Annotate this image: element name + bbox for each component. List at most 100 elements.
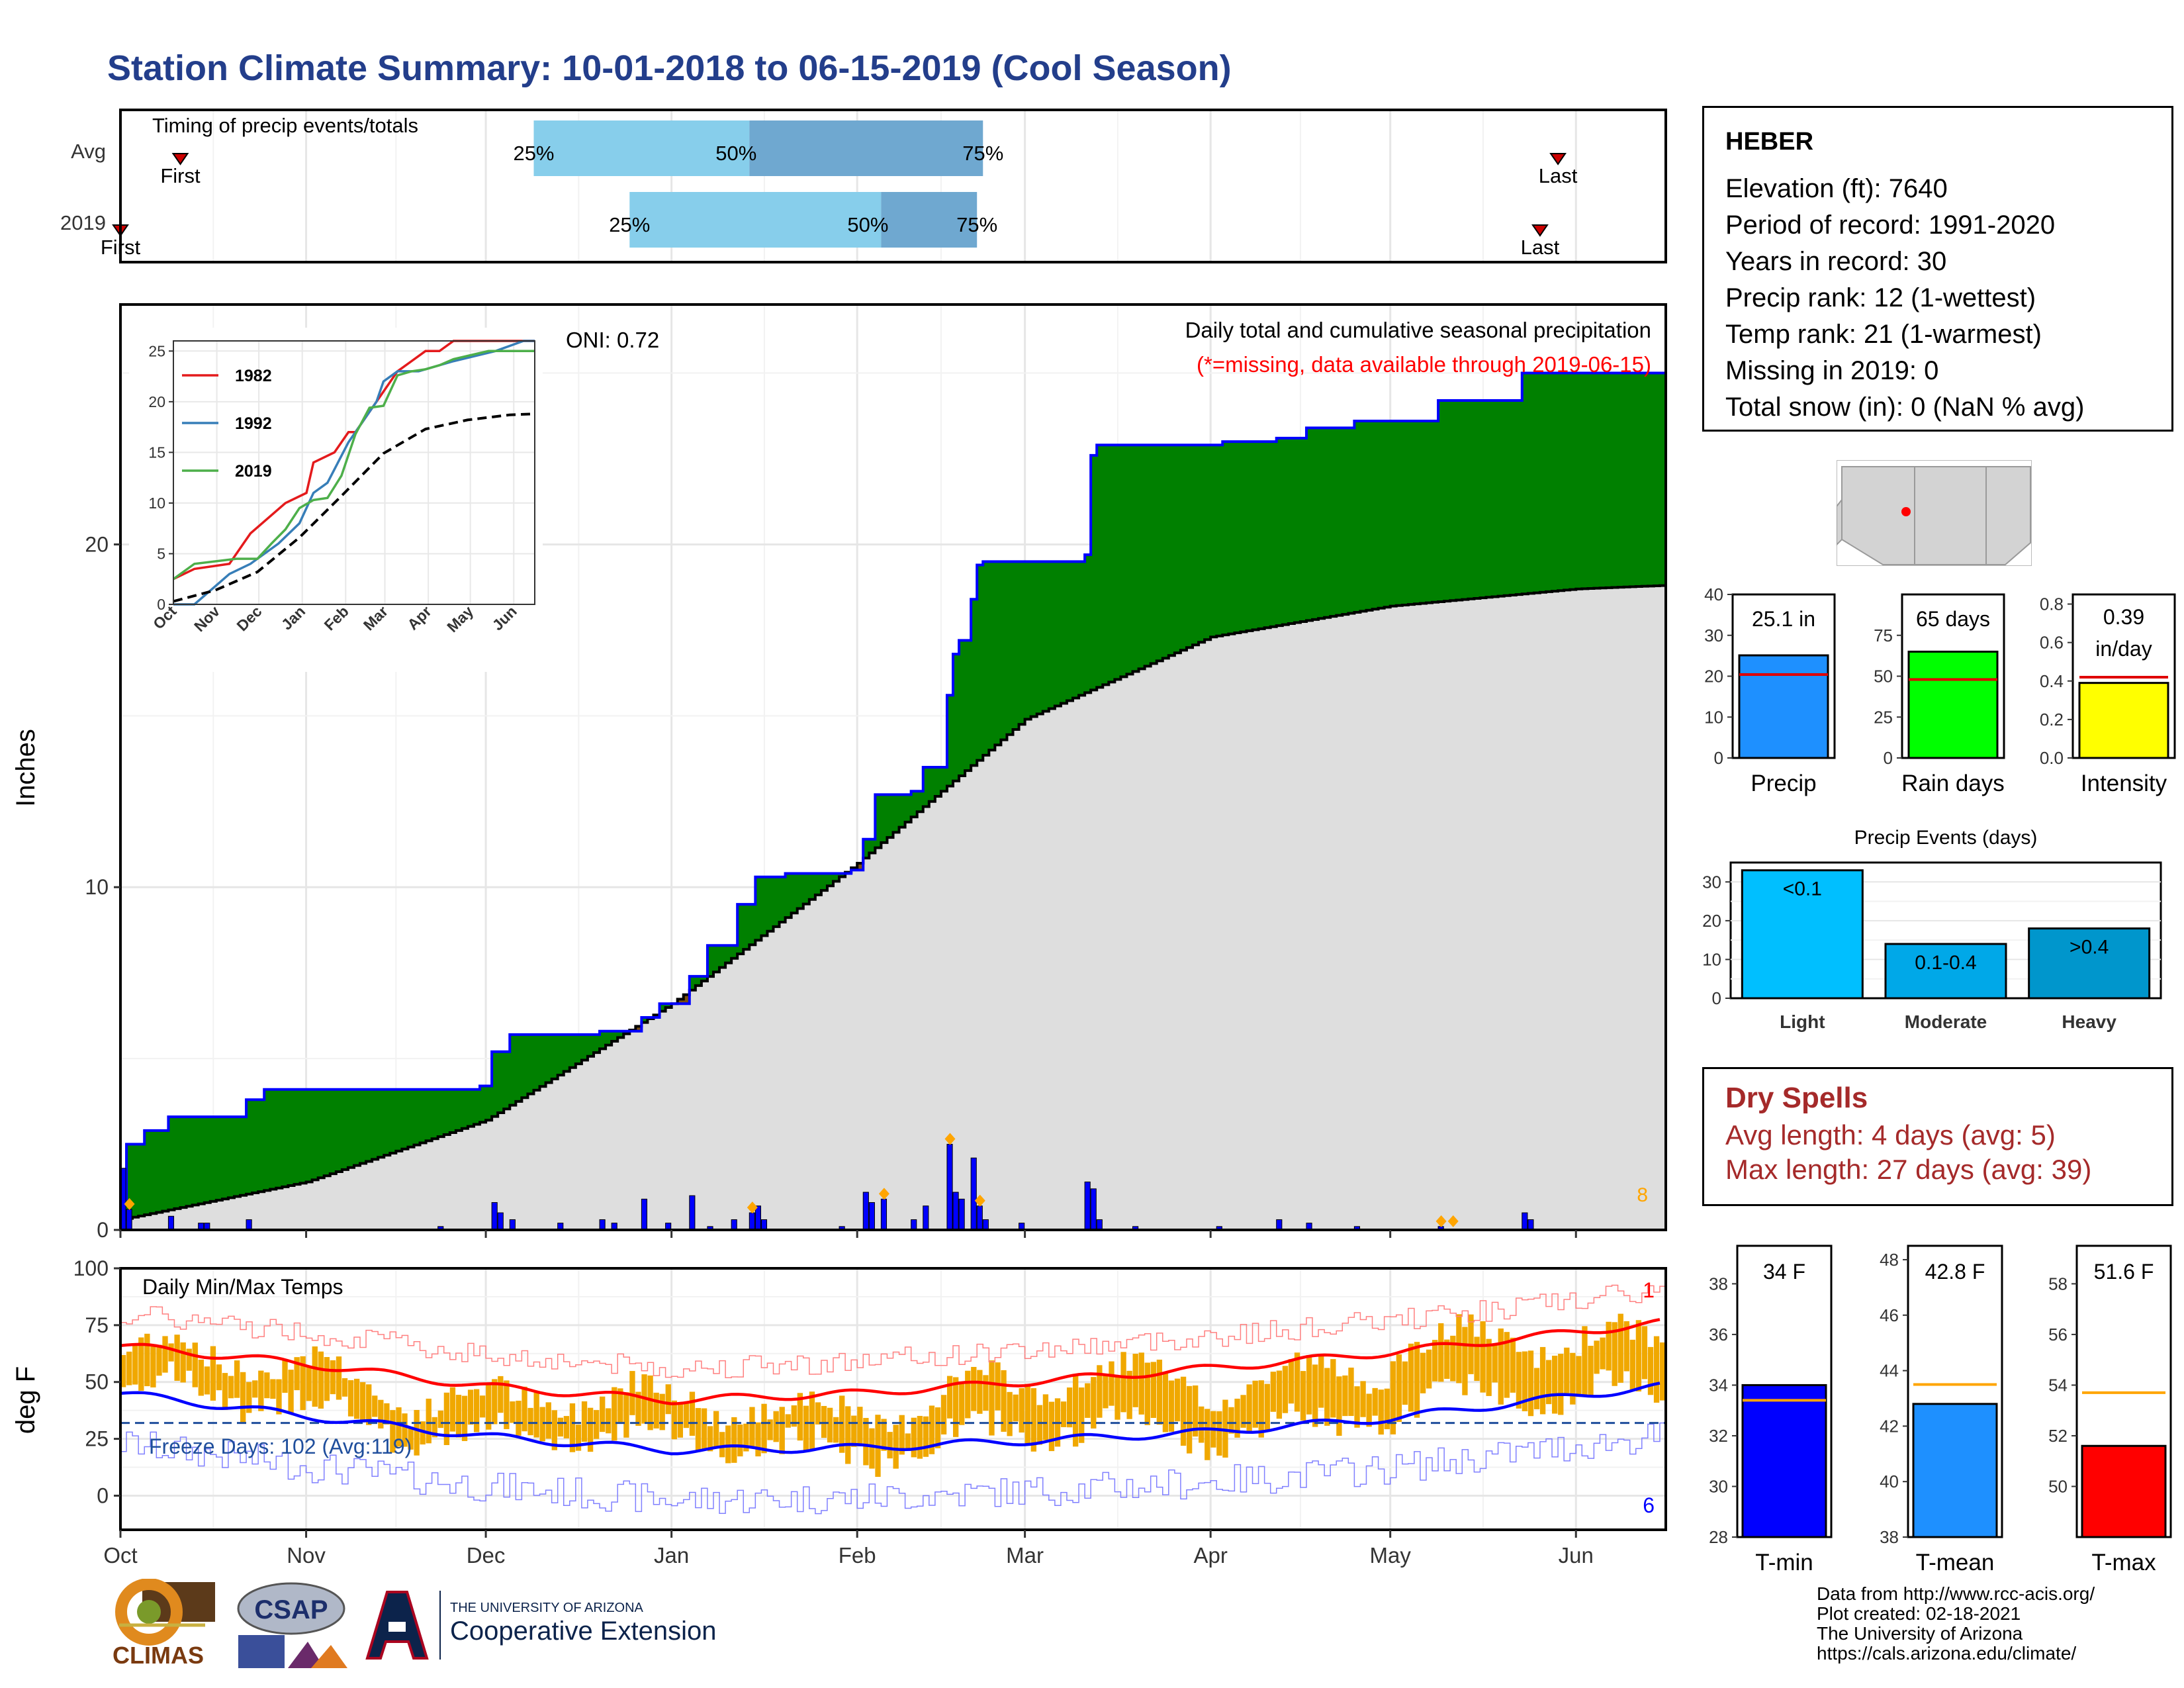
timing-bar-50-75 bbox=[881, 192, 978, 248]
daily-temp-range-bar bbox=[803, 1405, 809, 1451]
ua-logo-big-text: Cooperative Extension bbox=[450, 1617, 716, 1646]
timing-label-75: 75% bbox=[956, 213, 997, 236]
station-info-box: HEBER Elevation (ft): 7640 Period of rec… bbox=[1702, 106, 2173, 432]
temperature-chart: 0 25 50 75 100 Oct Nov Dec Jan Feb Mar Apr May Jun d… bbox=[11, 1258, 1667, 1568]
daily-temp-range-bar bbox=[1126, 1370, 1132, 1419]
daily-temp-range-bar bbox=[911, 1417, 917, 1458]
daily-temp-range-bar bbox=[402, 1413, 408, 1447]
daily-temp-range-bar bbox=[1222, 1399, 1228, 1458]
daily-temp-range-bar bbox=[731, 1417, 737, 1463]
x-tick-label: Nov bbox=[287, 1543, 326, 1568]
dry-spells-title: Dry Spells bbox=[1725, 1082, 1868, 1114]
daily-temp-range-bar bbox=[887, 1432, 893, 1459]
daily-temp-range-bar bbox=[396, 1407, 402, 1447]
info-elevation: Elevation (ft): 7640 bbox=[1725, 174, 1948, 203]
daily-temp-range-bar bbox=[1199, 1406, 1205, 1443]
x-tick-label: Apr bbox=[1193, 1543, 1227, 1568]
daily-temp-range-bar bbox=[581, 1401, 588, 1442]
daily-temp-range-bar bbox=[1186, 1385, 1193, 1454]
daily-temp-range-bar bbox=[713, 1411, 719, 1449]
daily-temp-range-bar bbox=[1042, 1394, 1049, 1440]
tmean-y-tick-label: 42 bbox=[1880, 1416, 1899, 1436]
daily-temp-range-bar bbox=[869, 1428, 875, 1469]
daily-temp-range-bar bbox=[821, 1405, 827, 1438]
precip_bars-bar bbox=[1738, 654, 1829, 759]
daily-temp-range-bar bbox=[473, 1389, 480, 1432]
page-title: Station Climate Summary: 10-01-2018 to 0… bbox=[107, 48, 1232, 88]
daily-temp-range-bar bbox=[1432, 1340, 1438, 1382]
daily-temp-range-bar bbox=[1384, 1388, 1390, 1430]
daily-temp-range-bar bbox=[1492, 1343, 1498, 1383]
daily-temp-range-bar bbox=[1103, 1376, 1109, 1409]
daily-temp-range-bar bbox=[1342, 1375, 1348, 1417]
tmin-value-label: 34 F bbox=[1763, 1260, 1805, 1284]
daily-temp-range-bar bbox=[150, 1344, 156, 1387]
daily-temp-range-bar bbox=[539, 1407, 545, 1442]
rain_days-y-tick-label: 75 bbox=[1874, 626, 1893, 645]
daily-temp-range-bar bbox=[480, 1395, 486, 1418]
tmean-y-tick-label: 40 bbox=[1880, 1472, 1899, 1491]
daily-temp-range-bar bbox=[612, 1387, 617, 1441]
daily-temp-range-bar bbox=[635, 1391, 641, 1426]
record-high-line bbox=[120, 1284, 1666, 1379]
credit-url: https://cals.arizona.edu/climate/ bbox=[1817, 1643, 2077, 1664]
events-y-tick-label: 30 bbox=[1702, 872, 1721, 892]
daily-temp-range-bar bbox=[779, 1407, 785, 1454]
daily-temp-range-bar bbox=[414, 1409, 420, 1456]
daily-temp-range-bar bbox=[1653, 1336, 1660, 1403]
daily-temp-range-bar bbox=[1007, 1391, 1013, 1436]
daily-temp-range-bar bbox=[1276, 1370, 1283, 1419]
oni-label: ONI: 0.72 bbox=[566, 328, 659, 352]
daily-precip-bar bbox=[1276, 1219, 1283, 1231]
avg-tmax-line bbox=[120, 1318, 1661, 1405]
timing-label-50: 50% bbox=[715, 142, 756, 165]
daily-temp-range-bar bbox=[504, 1380, 510, 1429]
daily-temp-range-bar bbox=[384, 1403, 390, 1425]
daily-temp-range-bar bbox=[1354, 1386, 1360, 1428]
daily-temp-range-bar bbox=[1168, 1380, 1175, 1432]
rain_days-y-tick-label: 0 bbox=[1884, 748, 1893, 768]
timing-row-label-2019: 2019 bbox=[60, 211, 106, 234]
inset-line-2019 bbox=[172, 350, 535, 581]
daily-precip-bar bbox=[946, 1144, 953, 1231]
last-event-marker bbox=[1531, 224, 1549, 237]
timing-label-25: 25% bbox=[609, 213, 650, 236]
temp-y-tick-label: 0 bbox=[97, 1483, 109, 1507]
tmax-value-label: 51.6 F bbox=[2094, 1260, 2154, 1284]
y-tick-label: 0 bbox=[97, 1218, 109, 1242]
daily-temp-range-bar bbox=[917, 1415, 923, 1459]
x-tick-label: Jun bbox=[1559, 1543, 1594, 1568]
precip_bars-y-tick-label: 20 bbox=[1704, 667, 1723, 686]
dry-spells-box: Dry Spells Avg length: 4 days (avg: 5) M… bbox=[1702, 1067, 2173, 1206]
daily-temp-range-bar bbox=[959, 1383, 965, 1425]
daily-precip-bar bbox=[1084, 1182, 1091, 1231]
daily-temp-range-bar bbox=[1109, 1361, 1115, 1406]
daily-temp-range-bar bbox=[1612, 1322, 1617, 1386]
intensity-bar bbox=[2078, 682, 2169, 759]
daily-temp-range-bar bbox=[1270, 1372, 1277, 1412]
daily-precip-bar bbox=[689, 1195, 696, 1231]
daily-temp-range-bar bbox=[606, 1408, 612, 1434]
last-event-label: Last bbox=[1521, 236, 1560, 259]
tmin-y-tick-label: 38 bbox=[1709, 1274, 1728, 1293]
daily-precip-bar bbox=[868, 1202, 875, 1231]
temp-y-tick-label: 100 bbox=[73, 1258, 109, 1280]
intensity-value-label: 0.39 bbox=[2103, 605, 2144, 629]
temp-y-label: deg F bbox=[11, 1366, 40, 1434]
daily-temp-range-bar bbox=[204, 1366, 210, 1395]
tmax-category-label: T-max bbox=[2091, 1550, 2156, 1575]
daily-temp-range-bar bbox=[1115, 1376, 1120, 1420]
daily-temp-range-bar bbox=[797, 1393, 803, 1441]
daily-precip-bar bbox=[126, 1209, 132, 1231]
daily-temp-range-bar bbox=[492, 1379, 498, 1425]
daily-precip-bar bbox=[958, 1198, 965, 1231]
daily-temp-range-bar bbox=[851, 1415, 857, 1447]
daily-temp-range-bar bbox=[1576, 1356, 1582, 1397]
daily-temp-range-bar bbox=[1258, 1380, 1264, 1438]
tmean-y-tick-label: 48 bbox=[1880, 1250, 1899, 1270]
daily-precip-bar bbox=[509, 1219, 516, 1231]
rain_days-value-label: 65 days bbox=[1916, 607, 1990, 631]
events-bar-label: >0.4 bbox=[2070, 937, 2109, 959]
dry-spells-avg: Avg length: 4 days (avg: 5) bbox=[1725, 1119, 2056, 1150]
